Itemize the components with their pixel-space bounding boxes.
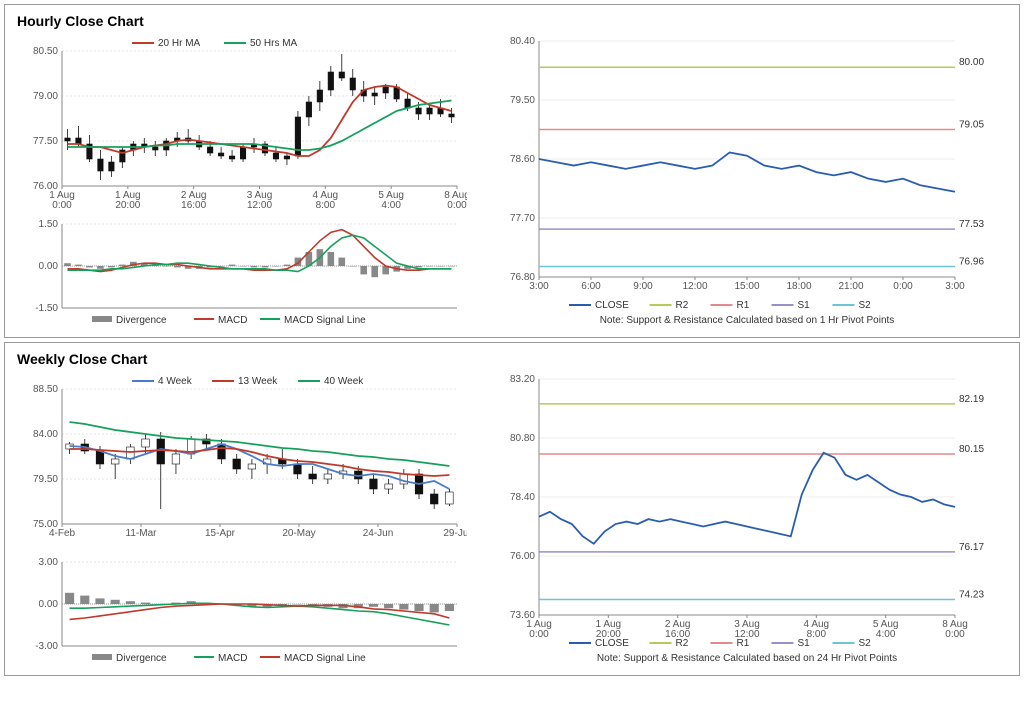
svg-text:0:00: 0:00: [52, 200, 72, 211]
hourly-section: Hourly Close Chart 76.0077.5079.0080.501…: [4, 4, 1020, 338]
svg-text:4:00: 4:00: [381, 200, 401, 211]
svg-text:0:00: 0:00: [893, 281, 913, 292]
hourly-macd-chart: -1.50 0.00 1.50 Divergence MACD MACD Signal L…: [17, 218, 467, 328]
svg-text:4 Week: 4 Week: [158, 376, 193, 387]
svg-text:80.50: 80.50: [33, 46, 58, 57]
svg-text:R2: R2: [676, 638, 689, 649]
weekly-title: Weekly Close Chart: [17, 351, 1007, 367]
svg-text:78.40: 78.40: [510, 492, 535, 503]
svg-text:MACD: MACD: [218, 653, 247, 664]
svg-text:3:00: 3:00: [529, 281, 549, 292]
svg-text:0:00: 0:00: [529, 629, 549, 640]
svg-text:CLOSE: CLOSE: [595, 638, 629, 649]
svg-text:40 Week: 40 Week: [324, 376, 364, 387]
svg-text:MACD Signal Line: MACD Signal Line: [284, 653, 366, 664]
svg-text:76.96: 76.96: [959, 257, 984, 268]
svg-text:83.20: 83.20: [510, 374, 535, 385]
svg-text:15-Apr: 15-Apr: [205, 528, 236, 539]
svg-text:80.40: 80.40: [510, 36, 535, 47]
svg-text:MACD: MACD: [218, 315, 247, 326]
svg-text:88.50: 88.50: [33, 384, 58, 395]
svg-text:20 Hr MA: 20 Hr MA: [158, 38, 201, 49]
weekly-section: Weekly Close Chart 75.0079.5084.0088.504…: [4, 342, 1020, 676]
svg-text:20:00: 20:00: [115, 200, 140, 211]
svg-text:Divergence: Divergence: [116, 315, 167, 326]
svg-text:Divergence: Divergence: [116, 653, 167, 664]
svg-text:21:00: 21:00: [838, 281, 863, 292]
svg-text:80.15: 80.15: [959, 444, 984, 455]
svg-text:24-Jun: 24-Jun: [363, 528, 394, 539]
hourly-price-chart: 76.0077.5079.0080.501 Aug0:001 Aug20:002…: [17, 33, 467, 218]
svg-text:78.60: 78.60: [510, 154, 535, 165]
svg-text:3:00: 3:00: [945, 281, 965, 292]
svg-text:0:00: 0:00: [447, 200, 467, 211]
hourly-sr-chart: 76.8077.7078.6079.5080.4080.0079.0577.53…: [497, 33, 997, 333]
svg-text:79.05: 79.05: [959, 120, 984, 131]
svg-text:0.00: 0.00: [39, 261, 59, 272]
svg-text:16:00: 16:00: [181, 200, 206, 211]
svg-text:12:00: 12:00: [682, 281, 707, 292]
svg-text:77.53: 77.53: [959, 219, 984, 230]
svg-text:12:00: 12:00: [247, 200, 272, 211]
weekly-macd-chart: -3.00 0.00 3.00 Divergence MACD MACD Signal L…: [17, 556, 467, 666]
svg-text:76.00: 76.00: [510, 551, 535, 562]
svg-text:4:00: 4:00: [876, 629, 896, 640]
svg-text:R1: R1: [737, 638, 750, 649]
svg-text:15:00: 15:00: [734, 281, 759, 292]
svg-text:-1.50: -1.50: [35, 303, 58, 314]
svg-text:9:00: 9:00: [633, 281, 653, 292]
hourly-title: Hourly Close Chart: [17, 13, 1007, 29]
svg-text:S2: S2: [859, 300, 872, 311]
svg-text:50 Hrs MA: 50 Hrs MA: [250, 38, 298, 49]
svg-text:77.70: 77.70: [510, 213, 535, 224]
svg-text:8:00: 8:00: [316, 200, 336, 211]
svg-text:4-Feb: 4-Feb: [49, 528, 76, 539]
svg-text:MACD Signal Line: MACD Signal Line: [284, 315, 366, 326]
svg-text:76.17: 76.17: [959, 542, 984, 553]
svg-text:Note: Support & Resistance Cal: Note: Support & Resistance Calculated ba…: [600, 315, 895, 326]
svg-text:13 Week: 13 Week: [238, 376, 278, 387]
svg-text:29-Jul: 29-Jul: [443, 528, 467, 539]
weekly-sr-chart: 73.6076.0078.4080.8083.2082.1980.1576.17…: [497, 371, 997, 671]
svg-text:79.00: 79.00: [33, 91, 58, 102]
svg-text:-3.00: -3.00: [35, 641, 58, 652]
svg-text:S1: S1: [798, 638, 811, 649]
svg-text:79.50: 79.50: [33, 474, 58, 485]
svg-text:R2: R2: [676, 300, 689, 311]
svg-text:R1: R1: [737, 300, 750, 311]
svg-text:20-May: 20-May: [282, 528, 315, 539]
svg-text:80.00: 80.00: [959, 57, 984, 68]
svg-text:S1: S1: [798, 300, 811, 311]
svg-text:77.50: 77.50: [33, 136, 58, 147]
svg-text:0:00: 0:00: [945, 629, 965, 640]
svg-text:82.19: 82.19: [959, 394, 984, 405]
svg-text:11-Mar: 11-Mar: [126, 528, 158, 539]
svg-text:S2: S2: [859, 638, 872, 649]
svg-text:3.00: 3.00: [39, 557, 59, 568]
svg-text:84.00: 84.00: [33, 429, 58, 440]
svg-text:CLOSE: CLOSE: [595, 300, 629, 311]
weekly-price-chart: 75.0079.5084.0088.504-Feb11-Mar15-Apr20-…: [17, 371, 467, 556]
svg-text:74.23: 74.23: [959, 590, 984, 601]
svg-text:79.50: 79.50: [510, 95, 535, 106]
svg-text:18:00: 18:00: [786, 281, 811, 292]
svg-text:80.80: 80.80: [510, 433, 535, 444]
svg-text:6:00: 6:00: [581, 281, 601, 292]
svg-text:1.50: 1.50: [39, 219, 59, 230]
svg-text:Note: Support & Resistance Cal: Note: Support & Resistance Calculated ba…: [597, 653, 897, 664]
svg-text:0.00: 0.00: [39, 599, 59, 610]
